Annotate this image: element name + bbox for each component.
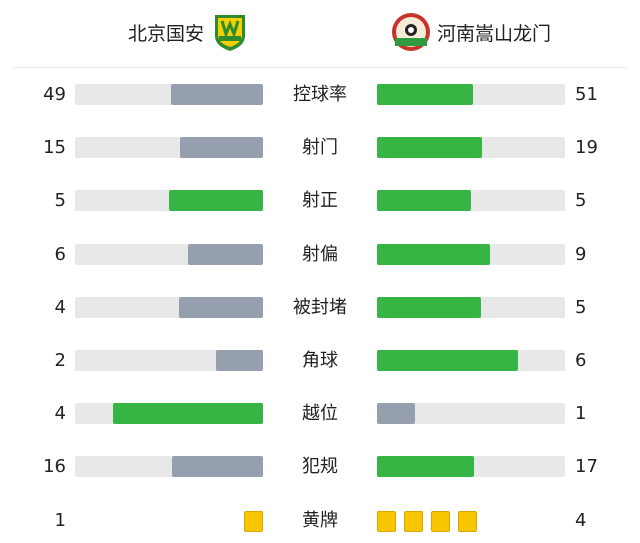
- home-team-name: 北京国安: [128, 22, 205, 45]
- yellow-card-icon: [458, 511, 477, 532]
- away-bar-fill: [377, 84, 473, 105]
- away-bar-fill: [377, 190, 471, 212]
- home-bar-track: [75, 190, 263, 212]
- stat-label: 射正: [302, 190, 338, 212]
- home-bar-fill: [187, 243, 263, 265]
- home-bar-fill: [169, 190, 263, 212]
- home-value: 4: [54, 403, 66, 425]
- home-bar-track: [75, 243, 263, 265]
- away-team: 河南嵩山龙门: [385, 12, 551, 52]
- home-bar-fill: [179, 296, 263, 318]
- away-bar-fill: [377, 296, 482, 318]
- away-bar-fill: [377, 243, 490, 265]
- home-bar-fill: [216, 350, 263, 371]
- away-bar-track: [377, 296, 565, 318]
- home-bar-fill: [171, 456, 263, 478]
- away-bar-track: [377, 84, 565, 105]
- stat-row: 4 被封堵 5: [0, 296, 640, 320]
- stat-label: 射门: [302, 137, 338, 159]
- away-team-name: 河南嵩山龙门: [437, 22, 552, 45]
- away-bar-fill: [377, 403, 415, 425]
- away-value: 9: [575, 243, 587, 265]
- away-yellow-cards: [377, 511, 477, 532]
- stat-row-yellow-cards: 1 黄牌 4: [0, 509, 640, 533]
- away-value: 1: [575, 403, 587, 425]
- away-bar-track: [377, 243, 565, 265]
- home-value: 1: [54, 510, 66, 531]
- home-value: 2: [54, 350, 66, 371]
- stat-row: 49 控球率 51: [0, 83, 640, 107]
- home-value: 5: [54, 190, 66, 212]
- home-bar-track: [75, 403, 263, 425]
- away-value: 17: [575, 456, 598, 478]
- stat-row: 16 犯规 17: [0, 455, 640, 479]
- home-team: 北京国安: [128, 12, 256, 52]
- yellow-card-icon: [404, 511, 423, 532]
- away-bar-track: [377, 403, 565, 425]
- stat-row: 6 射偏 9: [0, 243, 640, 267]
- away-value: 4: [575, 510, 587, 531]
- stat-row: 2 角球 6: [0, 349, 640, 373]
- home-value: 6: [54, 243, 66, 265]
- home-bar-track: [75, 84, 263, 105]
- away-bar-fill: [377, 137, 483, 159]
- stat-label: 被封堵: [293, 296, 347, 318]
- away-bar-fill: [377, 456, 474, 478]
- yellow-card-icon: [244, 511, 263, 532]
- stat-label: 控球率: [293, 84, 347, 105]
- away-value: 19: [575, 137, 598, 159]
- stat-row: 4 越位 1: [0, 402, 640, 426]
- away-bar-track: [377, 456, 565, 478]
- beijing-guoan-logo: [215, 15, 246, 51]
- divider: [14, 67, 626, 68]
- away-bar-fill: [377, 350, 518, 371]
- home-value: 15: [43, 137, 66, 159]
- stat-label: 射偏: [302, 243, 338, 265]
- stat-row: 5 射正 5: [0, 189, 640, 213]
- stat-label: 犯规: [302, 456, 338, 478]
- away-value: 5: [575, 296, 587, 318]
- home-value: 16: [43, 456, 66, 478]
- home-bar-fill: [170, 84, 263, 105]
- away-bar-track: [377, 350, 565, 371]
- home-bar-fill: [112, 403, 263, 425]
- away-value: 51: [575, 84, 598, 105]
- stat-row: 15 射门 19: [0, 136, 640, 160]
- stat-label: 黄牌: [302, 510, 338, 531]
- stat-label: 越位: [302, 403, 338, 425]
- home-value: 49: [43, 84, 66, 105]
- away-bar-track: [377, 137, 565, 159]
- home-bar-track: [75, 456, 263, 478]
- home-yellow-cards: [244, 511, 263, 532]
- henan-songshan-longmen-logo: [392, 13, 430, 51]
- home-bar-track: [75, 296, 263, 318]
- home-bar-track: [75, 137, 263, 159]
- yellow-card-icon: [377, 511, 396, 532]
- home-bar-fill: [180, 137, 263, 159]
- away-value: 5: [575, 190, 587, 212]
- away-value: 6: [575, 350, 587, 371]
- home-value: 4: [54, 296, 66, 318]
- yellow-card-icon: [431, 511, 450, 532]
- away-bar-track: [377, 190, 565, 212]
- home-bar-track: [75, 350, 263, 371]
- stat-label: 角球: [302, 350, 338, 371]
